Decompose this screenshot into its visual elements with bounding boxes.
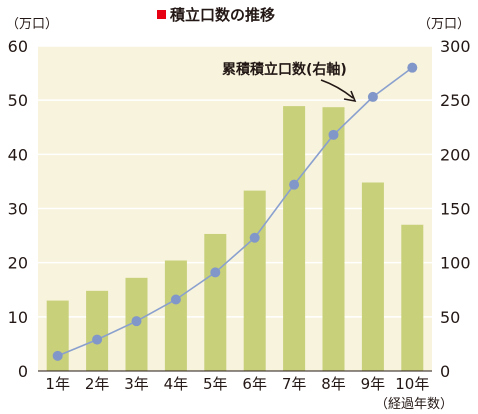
x-tick-label: 4年 bbox=[164, 375, 189, 393]
right-tick-label: 0 bbox=[440, 362, 450, 381]
left-tick-label: 60 bbox=[8, 37, 28, 56]
right-tick-label: 250 bbox=[440, 91, 471, 110]
line-series bbox=[52, 62, 418, 361]
line-point bbox=[249, 232, 260, 243]
left-tick-label: 30 bbox=[8, 200, 28, 219]
line-point bbox=[328, 129, 339, 140]
bar bbox=[204, 233, 227, 371]
line-point bbox=[52, 350, 63, 361]
annotation-arrow bbox=[320, 79, 354, 99]
bar bbox=[283, 106, 306, 371]
x-tick-label: 7年 bbox=[282, 375, 307, 393]
left-axis-unit: （万口） bbox=[6, 17, 58, 32]
left-tick-label: 50 bbox=[8, 91, 28, 110]
left-tick-label: 10 bbox=[8, 308, 28, 327]
left-tick-label: 40 bbox=[8, 145, 28, 164]
annotation-label: 累積積立口数(右軸) bbox=[222, 61, 347, 78]
left-axis: 0 10 20 30 40 50 60 bbox=[8, 37, 28, 381]
right-tick-label: 50 bbox=[440, 308, 460, 327]
series-line bbox=[57, 67, 413, 357]
line-point bbox=[131, 316, 142, 327]
annotation-arrowhead bbox=[343, 90, 357, 103]
line-point bbox=[407, 62, 418, 73]
bar bbox=[164, 260, 187, 371]
bar bbox=[401, 224, 424, 371]
left-tick-label: 20 bbox=[8, 254, 28, 273]
x-tick-label: 10年 bbox=[395, 375, 429, 393]
line-point bbox=[289, 179, 300, 190]
bar bbox=[322, 107, 345, 371]
x-tick-label: 2年 bbox=[85, 375, 110, 393]
x-tick-label: 6年 bbox=[242, 375, 267, 393]
right-axis: 0 50 100 150 200 250 300 bbox=[440, 37, 471, 381]
chart-title: 積立口数の推移 bbox=[169, 6, 275, 24]
right-tick-label: 100 bbox=[440, 254, 471, 273]
line-point bbox=[92, 334, 103, 345]
right-axis-unit: （万口） bbox=[418, 17, 470, 32]
x-axis-label: （経過年数） bbox=[375, 397, 453, 412]
bar bbox=[243, 190, 266, 371]
x-tick-label: 9年 bbox=[361, 375, 386, 393]
right-tick-label: 150 bbox=[440, 200, 471, 219]
line-point bbox=[210, 267, 221, 278]
title-marker bbox=[157, 10, 166, 19]
right-tick-label: 300 bbox=[440, 37, 471, 56]
x-tick-label: 8年 bbox=[321, 375, 346, 393]
line-point bbox=[170, 294, 181, 305]
x-tick-label: 5年 bbox=[203, 375, 228, 393]
right-tick-label: 200 bbox=[440, 145, 471, 164]
x-axis: 1年 2年 3年 4年 5年 6年 7年 8年 9年 10年 bbox=[45, 375, 429, 393]
left-tick-label: 0 bbox=[18, 362, 28, 381]
x-tick-label: 1年 bbox=[45, 375, 70, 393]
x-tick-label: 3年 bbox=[124, 375, 149, 393]
bar bbox=[86, 290, 109, 371]
line-point bbox=[367, 91, 378, 102]
bar bbox=[361, 182, 384, 371]
